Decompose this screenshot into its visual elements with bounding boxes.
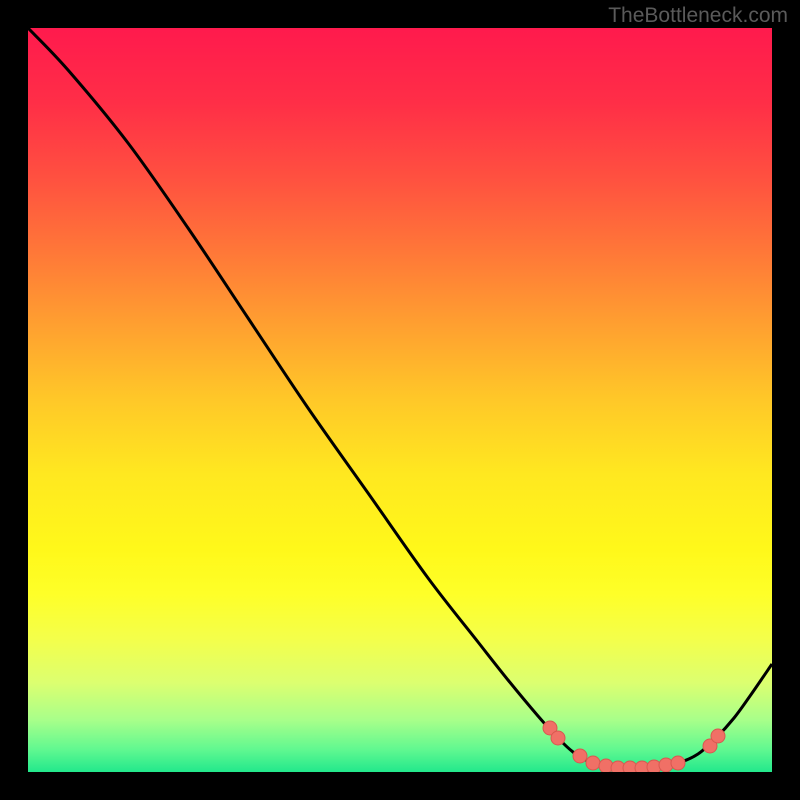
watermark-text: TheBottleneck.com xyxy=(608,4,788,28)
data-marker xyxy=(711,729,725,743)
bottleneck-curve xyxy=(28,28,772,768)
chart-plot-area xyxy=(28,28,772,772)
data-marker xyxy=(573,749,587,763)
data-marker xyxy=(586,756,600,770)
curve-layer xyxy=(28,28,772,772)
marker-cluster xyxy=(543,721,725,772)
data-marker xyxy=(551,731,565,745)
data-marker xyxy=(671,756,685,770)
